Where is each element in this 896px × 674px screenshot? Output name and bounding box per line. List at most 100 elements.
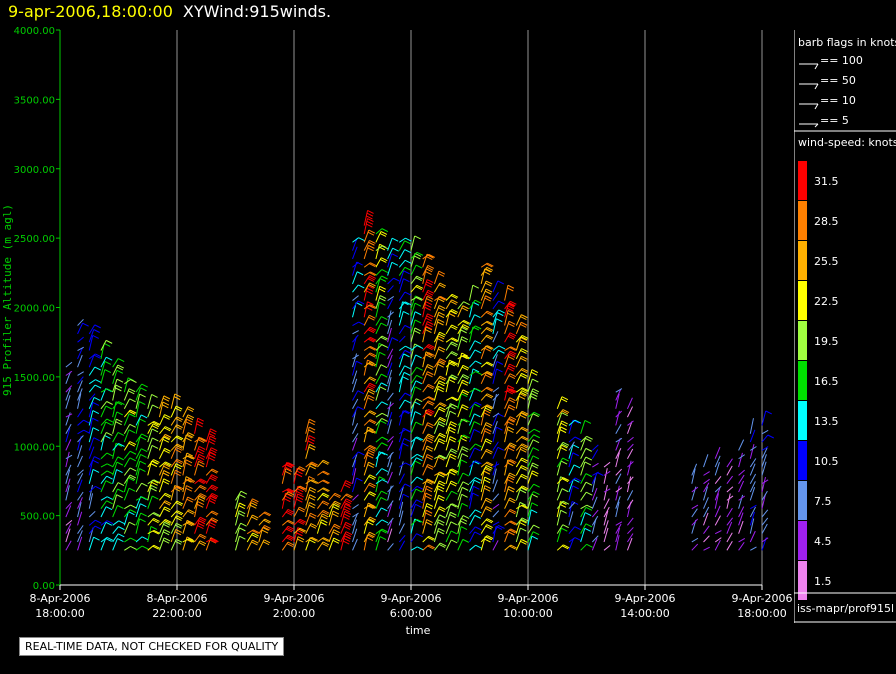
wind-barb xyxy=(65,454,73,460)
wind-barb xyxy=(422,503,434,518)
wind-barb xyxy=(422,445,434,459)
wind-barb xyxy=(749,518,755,534)
wind-barb xyxy=(615,527,621,543)
wind-barb xyxy=(615,523,622,534)
wind-barb xyxy=(398,259,412,268)
wind-barb xyxy=(726,495,734,501)
wind-barb xyxy=(375,301,386,318)
wind-barb xyxy=(615,495,621,509)
wind-barb xyxy=(410,296,424,301)
wind-barb xyxy=(738,506,745,518)
wind-barb xyxy=(761,490,768,501)
wind-barb xyxy=(691,508,698,518)
wind-barb xyxy=(504,426,515,443)
wind-barb xyxy=(375,382,388,393)
wind-barb xyxy=(749,443,755,459)
wind-barb xyxy=(352,237,365,243)
title-date: 9-apr-2006,18:00:00 xyxy=(8,2,173,21)
barb-flag-tick xyxy=(814,103,819,110)
wind-barb xyxy=(480,467,491,484)
wind-barb xyxy=(375,344,389,351)
wind-barb xyxy=(422,326,433,343)
wind-barb xyxy=(492,312,504,326)
wind-barb xyxy=(580,543,593,551)
wind-barb xyxy=(469,485,480,501)
wind-barb xyxy=(626,537,633,551)
wind-barb xyxy=(492,463,500,468)
wind-barb xyxy=(691,463,698,476)
wind-barb xyxy=(568,511,574,526)
wind-barb xyxy=(504,476,515,493)
wind-barb xyxy=(317,459,330,468)
wind-barb xyxy=(410,264,423,276)
wind-barb xyxy=(568,537,582,543)
wind-barb xyxy=(591,487,598,501)
wind-barb xyxy=(317,487,330,493)
wind-barb xyxy=(352,513,358,526)
wind-barb xyxy=(410,460,421,476)
x-ticks: 8-Apr-2006 18:00:00 8-Apr-2006 22:00:00 9-Ap… xyxy=(29,585,793,620)
wind-barb xyxy=(592,444,599,451)
wind-barb xyxy=(433,506,446,518)
speed-swatch xyxy=(798,441,807,480)
wind-barb xyxy=(504,418,515,434)
wind-barb xyxy=(77,435,84,443)
wind-barb xyxy=(568,419,582,426)
wind-barb xyxy=(281,491,295,501)
wind-barb xyxy=(515,519,527,534)
wind-barb xyxy=(398,324,412,335)
wind-barb xyxy=(375,536,387,551)
wind-barb xyxy=(182,476,193,493)
wind-barb xyxy=(761,509,769,518)
wind-barb xyxy=(205,474,218,484)
wind-barb xyxy=(124,504,137,510)
wind-barb xyxy=(375,386,387,401)
wind-barb xyxy=(182,509,195,518)
wind-barb xyxy=(580,491,593,501)
wind-barb xyxy=(626,397,633,409)
wind-barb xyxy=(158,395,171,409)
wind-barb xyxy=(556,420,568,434)
wind-barb xyxy=(615,410,620,426)
wind-barb xyxy=(445,503,459,510)
wind-barb xyxy=(387,402,394,410)
wind-barb xyxy=(305,463,317,476)
x-tick-time: 6:00:00 xyxy=(390,607,432,620)
wind-barb xyxy=(422,479,436,485)
wind-barb xyxy=(112,442,125,451)
wind-barb xyxy=(182,452,194,468)
speed-label: 4.5 xyxy=(814,535,832,548)
wind-barb xyxy=(627,420,634,426)
wind-barb xyxy=(112,369,124,384)
wind-barb xyxy=(714,462,720,476)
wind-barb xyxy=(515,390,528,401)
wind-barb xyxy=(88,510,96,518)
wind-barb xyxy=(556,544,570,551)
wind-barb xyxy=(398,461,404,476)
wind-barb xyxy=(340,521,352,534)
wind-barb xyxy=(480,518,494,526)
wind-barb xyxy=(88,384,102,393)
wind-barb xyxy=(410,311,422,326)
wind-barb xyxy=(492,540,499,551)
wind-barb xyxy=(293,466,306,476)
wind-barb xyxy=(515,348,528,360)
wind-barb xyxy=(281,525,295,534)
wind-barb xyxy=(159,500,172,509)
wind-barb xyxy=(135,383,148,393)
wind-barb xyxy=(445,337,459,343)
wind-barb xyxy=(504,320,516,335)
wind-barb xyxy=(363,394,375,409)
wind-barb xyxy=(398,353,410,368)
wind-barb xyxy=(433,385,445,401)
wind-barb xyxy=(112,488,124,501)
wind-barb xyxy=(527,462,539,476)
wind-barb xyxy=(504,332,517,343)
wind-barb xyxy=(527,434,540,443)
wind-barb xyxy=(77,536,83,551)
speed-label: 31.5 xyxy=(814,175,839,188)
wind-barb xyxy=(726,517,734,526)
wind-barb xyxy=(457,453,469,468)
wind-barb xyxy=(480,464,493,476)
wind-barb xyxy=(591,496,598,509)
